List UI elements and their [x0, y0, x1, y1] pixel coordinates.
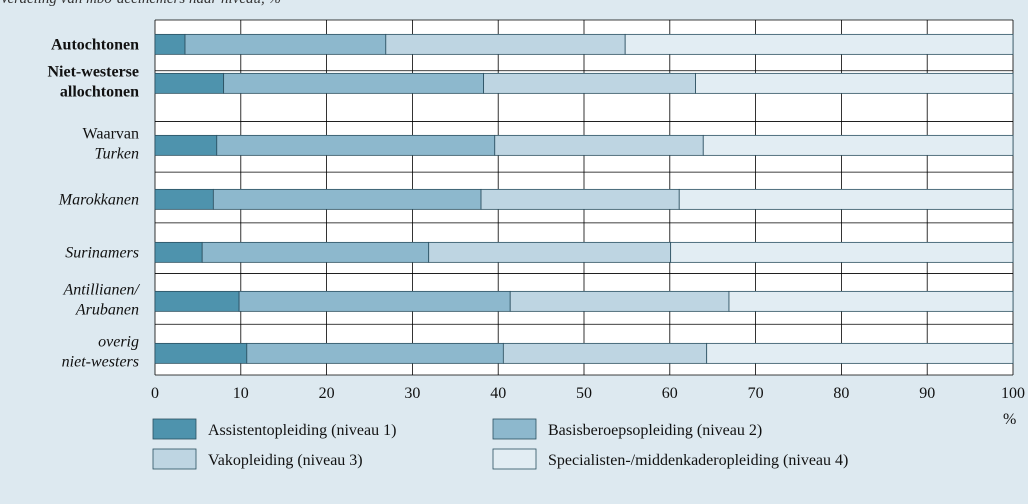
legend-swatch	[492, 418, 537, 440]
bar-segment	[201, 241, 430, 263]
chart-header-text: Verdeling van mbo-deelnemers naar niveau…	[0, 0, 1028, 9]
bar-segment	[678, 188, 1014, 210]
bar-segment	[670, 241, 1014, 263]
x-tick-label: 50	[576, 385, 592, 402]
bar-segment	[238, 290, 511, 312]
bar-segment	[154, 72, 225, 94]
bar-segment	[154, 290, 240, 312]
bar-segment	[624, 33, 1014, 55]
bar-segment	[385, 33, 626, 55]
legend-label: Assistentopleiding (niveau 1)	[208, 422, 396, 439]
bar-segment	[154, 342, 248, 364]
x-tick-label: 80	[833, 385, 849, 402]
category-label: Niet-westerse	[48, 63, 140, 80]
x-tick-label: 0	[151, 385, 159, 402]
bar-segment	[502, 342, 708, 364]
bar-segment	[702, 134, 1014, 156]
x-axis-unit: %	[1003, 411, 1016, 428]
bar-segment	[483, 72, 696, 94]
x-tick-label: 20	[319, 385, 335, 402]
bar-segment	[154, 134, 218, 156]
x-tick-label: 10	[233, 385, 249, 402]
bar-segment	[154, 241, 203, 263]
bar-segment	[223, 72, 485, 94]
bars	[154, 33, 1014, 364]
legend-label: Basisberoepsopleiding (niveau 2)	[548, 422, 762, 439]
category-label: Arubanen	[75, 301, 139, 318]
category-label: Autochtonen	[51, 36, 139, 53]
x-tick-label: 100	[1001, 385, 1025, 402]
x-tick-label: 40	[490, 385, 506, 402]
bar-segment	[706, 342, 1014, 364]
bar-segment	[184, 33, 387, 55]
bar-segment	[216, 134, 496, 156]
bar-segment	[212, 188, 482, 210]
legend-swatch	[152, 418, 197, 440]
bar-segment	[695, 72, 1014, 94]
x-axis-ticks: 0 10 20 30 40 50 60 70 80 90 100	[151, 385, 1025, 402]
category-labels: Autochtonen Niet-westerse allochtonen Waarv…	[48, 36, 141, 370]
bar-segment	[154, 33, 186, 55]
legend-swatch	[492, 448, 537, 470]
category-label: allochtonen	[60, 83, 139, 100]
bar-segment	[494, 134, 704, 156]
bar-segment	[509, 290, 730, 312]
legend: Assistentopleiding (niveau 1) Basisberoep…	[152, 418, 848, 470]
x-tick-label: 90	[919, 385, 935, 402]
bar-segment	[246, 342, 504, 364]
category-label: overig	[98, 333, 139, 350]
legend-label: Specialisten-/middenkaderopleiding (nive…	[548, 452, 848, 469]
bar-segment	[428, 241, 672, 263]
category-label: Marokkanen	[58, 191, 139, 208]
category-label: Antillianen/	[62, 281, 140, 298]
bar-segment	[728, 290, 1014, 312]
legend-label: Vakopleiding (niveau 3)	[208, 452, 363, 469]
x-tick-label: 70	[748, 385, 764, 402]
legend-swatch	[152, 448, 197, 470]
bar-segment	[480, 188, 680, 210]
bar-segment	[154, 188, 214, 210]
category-label: niet-westers	[62, 353, 139, 370]
category-label: Surinamers	[65, 244, 139, 261]
category-label: Turken	[95, 145, 139, 162]
x-tick-label: 30	[404, 385, 420, 402]
x-tick-label: 60	[662, 385, 678, 402]
category-label: Waarvan	[83, 125, 139, 142]
